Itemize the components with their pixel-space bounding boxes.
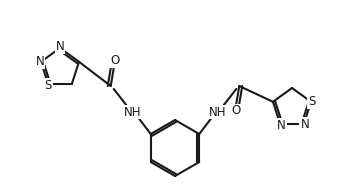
Text: N: N	[36, 55, 44, 68]
Text: S: S	[44, 79, 52, 92]
Text: O: O	[232, 104, 241, 118]
Text: N: N	[277, 119, 286, 132]
Text: N: N	[56, 41, 64, 54]
Text: N: N	[300, 118, 309, 131]
Text: S: S	[308, 95, 316, 108]
Text: NH: NH	[124, 105, 141, 118]
Text: NH: NH	[209, 105, 226, 118]
Text: O: O	[110, 55, 119, 68]
